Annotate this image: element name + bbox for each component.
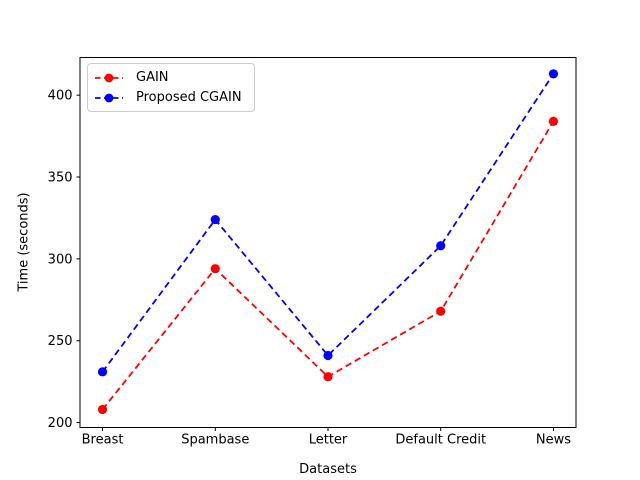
axes-frame bbox=[79, 57, 577, 428]
legend-marker-icon bbox=[104, 73, 114, 82]
y-axis-label: Time (seconds) bbox=[16, 192, 32, 292]
legend-line-sample-proposed-cgain bbox=[95, 93, 123, 102]
legend-label-proposed-cgain: Proposed CGAIN bbox=[136, 90, 242, 105]
legend-item-gain: GAIN bbox=[94, 69, 242, 86]
y-tick-label: 200 bbox=[48, 416, 73, 431]
series-line-proposed-cgain bbox=[101, 73, 555, 373]
data-point-gain-spambase bbox=[210, 264, 220, 274]
data-point-gain-breast bbox=[97, 404, 108, 415]
y-tick-label: 350 bbox=[48, 171, 73, 186]
x-tick-label-news: News bbox=[536, 433, 571, 448]
x-axis-label: Datasets bbox=[299, 462, 357, 477]
y-tick-label: 250 bbox=[48, 334, 73, 349]
data-point-gain-letter bbox=[323, 372, 333, 382]
x-tick-label-letter: Letter bbox=[309, 433, 348, 448]
series-line-gain bbox=[101, 120, 555, 411]
x-tick-label-default-credit: Default Credit bbox=[395, 433, 486, 448]
data-point-gain-default-credit bbox=[436, 306, 446, 316]
x-tick-label-breast: Breast bbox=[82, 433, 124, 448]
legend: GAIN Proposed CGAIN bbox=[87, 63, 255, 112]
data-point-proposed-cgain-breast bbox=[97, 367, 108, 377]
legend-marker-icon bbox=[104, 93, 114, 102]
data-point-proposed-cgain-default-credit bbox=[436, 241, 446, 251]
data-point-proposed-cgain-spambase bbox=[210, 214, 220, 225]
legend-line-sample-gain bbox=[95, 73, 123, 82]
data-point-proposed-cgain-letter bbox=[323, 350, 333, 361]
data-point-gain-news bbox=[548, 116, 559, 126]
y-tick-label: 400 bbox=[48, 89, 73, 104]
data-point-proposed-cgain-news bbox=[548, 69, 559, 79]
legend-item-proposed-cgain: Proposed CGAIN bbox=[94, 89, 242, 106]
x-tick-label-spambase: Spambase bbox=[181, 433, 249, 448]
y-tick-label: 300 bbox=[48, 252, 73, 267]
legend-label-gain: GAIN bbox=[136, 70, 169, 85]
